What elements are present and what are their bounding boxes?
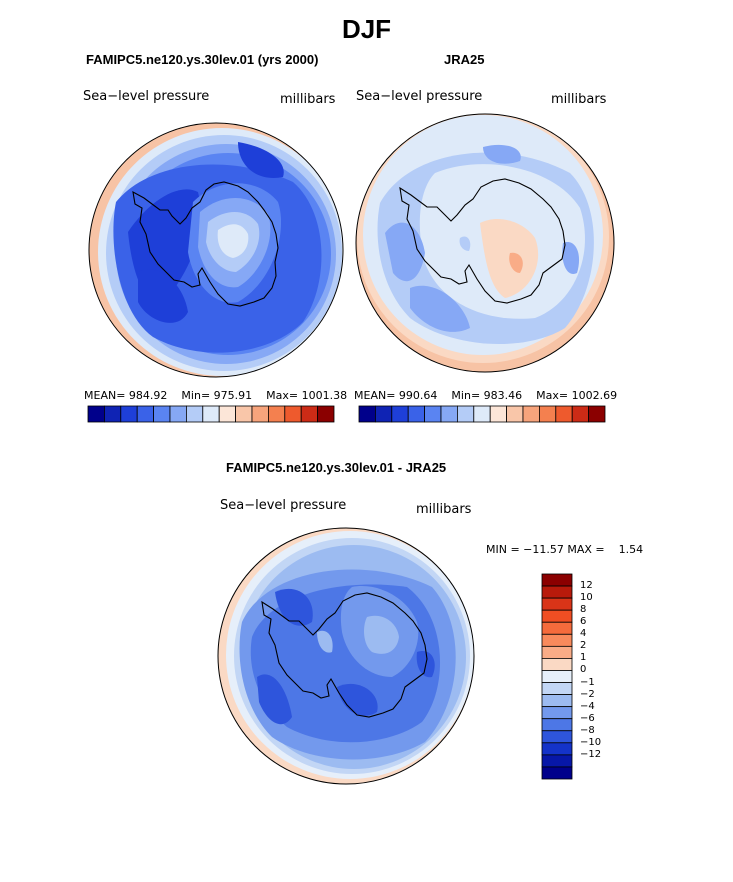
diff-colorbar-swatch [541,694,573,708]
diff-colorbar-label: 8 [580,604,587,616]
diff-colorbar-swatch [541,633,573,647]
diff-panel-title: FAMIPC5.ne120.ys.30lev.01 - JRA25 [226,460,447,475]
colorbar-swatch [424,405,442,423]
diff-colorbar-swatch [541,766,573,780]
diff-colorbar-label: 4 [580,628,587,640]
model-units-label: millibars [280,92,336,107]
diff-colorbar-label: −2 [580,688,595,700]
model-polar-map [88,122,344,378]
colorbar-swatch [407,405,426,423]
colorbar-swatch [300,405,318,423]
model-colorbar-ticks [88,427,334,439]
diff-colorbar-label: 0 [580,664,587,676]
colorbar-swatch [391,405,409,423]
diff-colorbar-label: −4 [580,700,595,712]
diff-variable-label: Sea−level pressure [220,498,347,513]
diff-colorbar-swatch [541,670,573,683]
diff-colorbar-swatch [541,658,573,671]
colorbar-swatch [440,405,458,423]
figure-title: DJF [341,14,392,44]
diff-colorbar-swatch [541,718,573,732]
diff-colorbar-label: 10 [580,592,593,604]
colorbar-swatch [169,405,187,423]
obs-colorbar-ticks [359,427,605,439]
diff-colorbar-swatch [541,597,573,611]
colorbar-swatch [202,405,220,423]
diff-colorbar-swatch [541,730,573,744]
colorbar-swatch [251,405,269,423]
colorbar-swatch [489,405,507,423]
colorbar-swatch [103,405,122,423]
obs-colorbar [358,405,606,423]
obs-stats: MEAN= 990.64 Min= 983.46 Max= 1002.69 [354,389,618,402]
diff-colorbar-swatch [541,609,573,623]
diff-polar-map [217,527,475,785]
colorbar-swatch [186,405,204,423]
diff-colorbar-swatch [541,742,573,756]
diff-colorbar [541,573,573,780]
colorbar-swatch [267,405,286,423]
colorbar-swatch [284,405,302,423]
diff-colorbar-label: −1 [580,676,595,688]
diff-colorbar-swatch [541,573,573,587]
diff-colorbar-swatch [541,706,573,720]
colorbar-swatch [317,405,335,423]
diff-colorbar-swatch [541,682,573,695]
colorbar-swatch [457,405,475,423]
colorbar-swatch [120,405,138,423]
model-variable-label: Sea−level pressure [83,89,210,104]
model-coastline [132,181,279,307]
colorbar-swatch [538,405,557,423]
colorbar-swatch [473,405,491,423]
colorbar-swatch [153,405,171,423]
diff-colorbar-label: 6 [580,616,587,628]
obs-polar-map [355,113,615,373]
diff-minmax: MIN = −11.57 MAX = 1.54 [486,543,644,556]
diff-colorbar-label: −10 [580,736,602,748]
diff-colorbar-swatch [541,754,573,768]
colorbar-swatch [235,405,253,423]
diff-colorbar-labels: 12 10 8 6 4 2 1 0 −1 −2 −4 −6 −8 −10 −12 [580,574,620,779]
obs-units-label: millibars [551,92,607,107]
obs-panel-title: JRA25 [444,52,485,67]
diff-colorbar-swatch [541,585,573,599]
colorbar-swatch [218,405,236,423]
diff-colorbar-label: 1 [580,652,587,664]
colorbar-swatch [358,405,376,423]
diff-colorbar-label: −6 [580,712,595,724]
colorbar-swatch [87,405,105,423]
obs-coastline [399,178,566,304]
model-panel-title: FAMIPC5.ne120.ys.30lev.01 (yrs 2000) [86,52,319,67]
colorbar-swatch [136,405,155,423]
colorbar-swatch [506,405,524,423]
diff-units-label: millibars [416,502,472,517]
obs-variable-label: Sea−level pressure [356,89,483,104]
colorbar-swatch [522,405,540,423]
colorbar-swatch [588,405,606,423]
colorbar-swatch [571,405,589,423]
diff-coastline [261,592,428,718]
diff-colorbar-label: 12 [580,580,593,592]
diff-colorbar-swatch [541,621,573,635]
model-colorbar [87,405,335,423]
diff-colorbar-label: 2 [580,640,587,652]
diff-colorbar-label: −8 [580,724,595,736]
colorbar-swatch [555,405,573,423]
diff-colorbar-label: −12 [580,748,602,760]
diff-colorbar-swatch [541,645,573,659]
model-stats: MEAN= 984.92 Min= 975.91 Max= 1001.38 [84,389,348,402]
colorbar-swatch [374,405,393,423]
